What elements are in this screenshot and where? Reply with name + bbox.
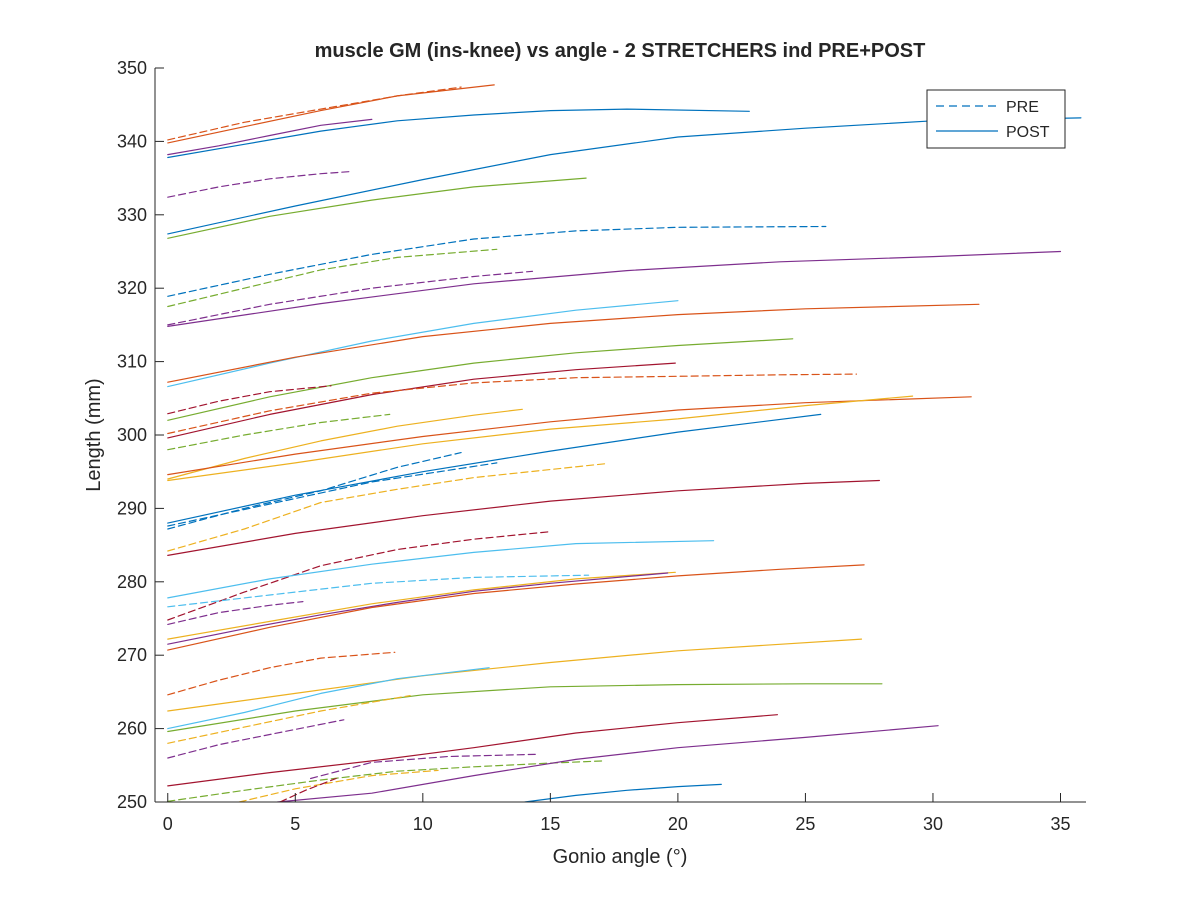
pre-curve-15 (167, 373, 857, 435)
pre-curve-28 (167, 574, 590, 608)
plot-area (155, 68, 1086, 802)
post-curve-18 (167, 408, 523, 480)
pre-curve-4 (167, 170, 352, 198)
pre-curve-22 (167, 462, 498, 527)
pre-curve-42 (238, 769, 439, 802)
pre-curve-17 (167, 413, 391, 451)
post-curve-10 (167, 250, 1062, 327)
post-curve-25 (167, 479, 880, 556)
pre-curve-9 (167, 270, 534, 326)
post-curve-34 (167, 638, 863, 712)
x-axis-label: Gonio angle (°) (553, 846, 688, 868)
y-tick-label: 260 (117, 719, 147, 739)
legend-box (926, 89, 1066, 149)
post-curve-12 (167, 303, 980, 383)
x-tick-label: 15 (540, 814, 560, 834)
post-curve-31 (167, 572, 669, 645)
post-curve-35 (167, 667, 490, 730)
post-curve-5 (167, 117, 1082, 235)
post-curve-39 (167, 714, 778, 787)
y-tick-label: 350 (117, 58, 147, 78)
pre-curve-16 (167, 385, 332, 415)
x-tick-label: 5 (290, 814, 300, 834)
pre-curve-7 (167, 225, 827, 297)
pre-curve-33 (167, 651, 396, 696)
y-tick-label: 340 (117, 131, 147, 151)
x-tick-label: 30 (923, 814, 943, 834)
post-curve-14 (167, 362, 676, 439)
post-curve-30 (167, 571, 676, 640)
y-tick-label: 280 (117, 572, 147, 592)
pre-curve-26 (167, 531, 549, 621)
pre-curve-40 (310, 753, 539, 780)
post-curve-13 (167, 338, 794, 421)
post-curve-23 (167, 413, 822, 524)
legend-pre-label: PRE (1006, 99, 1039, 116)
y-axis-label: Length (mm) (83, 378, 105, 491)
x-tick-label: 20 (668, 814, 688, 834)
y-tick-label: 310 (117, 352, 147, 372)
post-curve-32 (167, 564, 865, 651)
post-curve-11 (167, 300, 679, 388)
pre-curve-44 (279, 777, 337, 802)
post-curve-36 (167, 683, 883, 733)
pre-curve-24 (167, 463, 608, 552)
pre-curve-8 (167, 248, 498, 308)
post-curve-1 (167, 84, 495, 144)
pre-curve-37 (167, 695, 411, 744)
post-curve-27 (167, 540, 715, 599)
chart-title: muscle GM (ins-knee) vs angle - 2 STRETC… (315, 40, 926, 62)
post-curve-19 (167, 396, 972, 476)
y-tick-label: 320 (117, 278, 147, 298)
pre-curve-38 (167, 719, 345, 759)
y-tick-label: 270 (117, 645, 147, 665)
y-tick-label: 290 (117, 498, 147, 518)
x-tick-label: 35 (1050, 814, 1070, 834)
post-curve-2 (167, 118, 373, 156)
x-tick-label: 10 (413, 814, 433, 834)
x-tick-label: 0 (163, 814, 173, 834)
post-curve-45 (524, 783, 722, 802)
post-curve-6 (167, 177, 587, 239)
series-layer (167, 84, 1082, 802)
pre-curve-29 (167, 601, 304, 625)
y-tick-label: 250 (117, 792, 147, 812)
legend: PRE POST (926, 89, 1066, 149)
post-curve-20 (167, 395, 914, 482)
axes-layer: 0 5 10 15 20 25 30 35 250 260 270 280 290 300 310 320 33… (117, 58, 1086, 834)
x-tick-label: 25 (795, 814, 815, 834)
legend-post-label: POST (1006, 124, 1050, 141)
y-tick-label: 300 (117, 425, 147, 445)
post-curve-3 (167, 108, 750, 159)
post-curve-43 (276, 725, 939, 802)
y-tick-label: 330 (117, 205, 147, 225)
